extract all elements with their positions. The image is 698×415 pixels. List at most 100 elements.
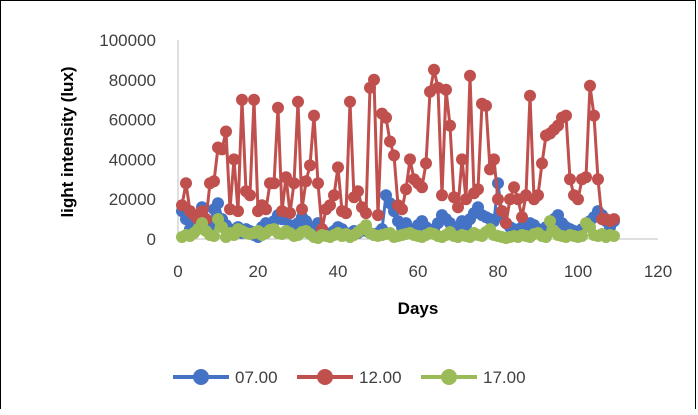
data-point — [444, 119, 456, 132]
y-tick-label: 0 — [147, 230, 156, 249]
data-point — [208, 230, 220, 242]
data-point — [592, 173, 604, 186]
x-axis-tick-labels: 0 20 40 60 80 100 120 — [173, 262, 672, 281]
plot-area — [177, 40, 658, 240]
legend-label: 12.00 — [359, 368, 402, 387]
data-point — [416, 181, 428, 194]
data-point — [396, 203, 408, 216]
series-layer — [176, 63, 620, 244]
data-point — [292, 95, 304, 108]
data-point — [268, 177, 280, 190]
data-point — [300, 175, 312, 188]
data-point — [464, 69, 476, 82]
data-point — [372, 209, 384, 222]
data-point — [228, 153, 240, 166]
data-point — [608, 230, 620, 242]
data-point — [380, 111, 392, 124]
data-point — [328, 189, 340, 202]
data-point — [492, 193, 504, 206]
data-point — [572, 193, 584, 206]
data-point — [456, 153, 468, 166]
data-point — [588, 109, 600, 122]
data-point — [452, 201, 464, 214]
data-point — [216, 143, 228, 156]
y-axis-title: light intensity (lux) — [58, 66, 77, 217]
data-point — [308, 109, 320, 122]
legend-item: 17.00 — [421, 368, 526, 387]
legend-label: 07.00 — [235, 368, 278, 387]
y-tick-label: 60000 — [109, 111, 156, 130]
data-point — [340, 207, 352, 220]
data-point — [544, 215, 556, 228]
data-point — [404, 153, 416, 166]
data-point — [368, 73, 380, 86]
data-point — [360, 207, 372, 220]
data-point — [576, 230, 588, 242]
legend-marker — [193, 369, 209, 385]
x-tick-label: 60 — [409, 262, 428, 281]
data-point — [388, 149, 400, 162]
data-point — [400, 183, 412, 196]
data-point — [440, 83, 452, 96]
data-point — [272, 101, 284, 114]
data-point — [484, 163, 496, 176]
data-point — [296, 203, 308, 216]
legend-marker — [441, 369, 457, 385]
x-tick-label: 120 — [644, 262, 672, 281]
legend-item: 12.00 — [297, 368, 402, 387]
y-tick-label: 80000 — [109, 71, 156, 90]
data-point — [244, 189, 256, 202]
data-point — [384, 135, 396, 148]
data-point — [236, 93, 248, 106]
legend-marker — [317, 369, 333, 385]
data-point — [516, 211, 528, 224]
data-point — [180, 177, 192, 190]
series-17.00 — [176, 213, 620, 244]
data-point — [436, 189, 448, 202]
data-point — [524, 89, 536, 102]
data-point — [248, 93, 260, 106]
data-point — [344, 95, 356, 108]
y-tick-label: 20000 — [109, 190, 156, 209]
legend-item: 07.00 — [173, 368, 278, 387]
legend: 07.00 12.00 17.00 — [173, 368, 526, 387]
x-tick-label: 20 — [249, 262, 268, 281]
data-point — [472, 183, 484, 196]
data-point — [564, 173, 576, 186]
x-tick-label: 80 — [489, 262, 508, 281]
data-point — [220, 125, 232, 138]
x-tick-label: 0 — [173, 262, 182, 281]
data-point — [508, 181, 520, 194]
data-point — [232, 205, 244, 218]
data-point — [536, 157, 548, 170]
data-point — [496, 205, 508, 218]
y-tick-label: 40000 — [109, 150, 156, 169]
y-axis-tick-labels: 0 20000 40000 60000 80000 100000 — [99, 31, 156, 249]
data-point — [420, 157, 432, 170]
y-tick-label: 100000 — [99, 31, 156, 50]
series-12.00 — [176, 63, 620, 236]
legend-label: 17.00 — [483, 368, 526, 387]
data-point — [260, 203, 272, 216]
data-point — [352, 185, 364, 198]
x-axis-title: Days — [398, 299, 439, 318]
data-point — [284, 207, 296, 220]
data-point — [212, 197, 224, 210]
data-point — [288, 177, 300, 190]
data-point — [560, 109, 572, 122]
data-point — [480, 99, 492, 112]
data-point — [208, 175, 220, 188]
data-point — [332, 161, 344, 174]
x-tick-label: 40 — [329, 262, 348, 281]
data-point — [448, 191, 460, 204]
data-point — [584, 79, 596, 92]
data-point — [532, 189, 544, 202]
data-point — [324, 199, 336, 212]
data-point — [488, 153, 500, 166]
data-point — [428, 63, 440, 76]
data-point — [304, 159, 316, 172]
data-point — [500, 217, 512, 230]
data-point — [580, 171, 592, 184]
